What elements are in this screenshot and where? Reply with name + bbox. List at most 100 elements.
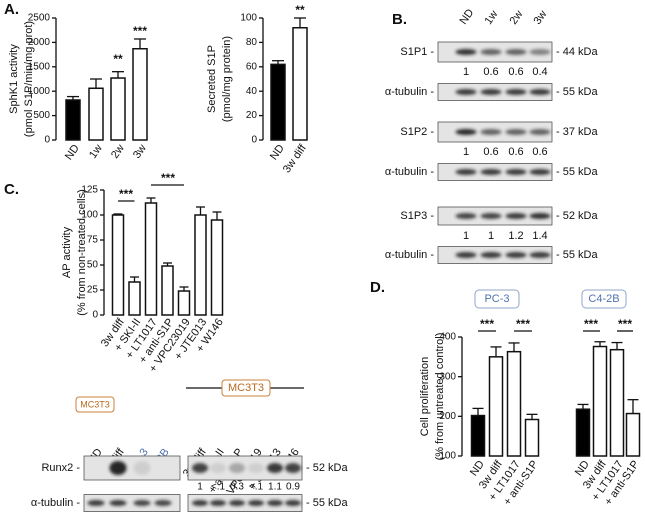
bar xyxy=(292,27,308,141)
quantification: 0.4 xyxy=(532,66,547,78)
band xyxy=(480,129,502,135)
quantification: 1 xyxy=(463,66,469,78)
band xyxy=(480,49,502,55)
y-axis-label: SphK1 activity xyxy=(8,44,20,114)
x-tick-label: ND xyxy=(63,142,82,162)
bar xyxy=(132,47,148,141)
bar xyxy=(524,418,540,457)
band xyxy=(455,213,477,219)
band xyxy=(192,500,208,506)
band xyxy=(109,500,127,506)
cell-line-box xyxy=(75,396,115,413)
quantification: 1 xyxy=(463,230,469,242)
row-label: S1P3 - xyxy=(400,210,434,222)
y-tick-label: 200 xyxy=(439,411,456,422)
bar xyxy=(592,345,608,457)
y-tick-label: 60 xyxy=(246,61,258,72)
y-tick-label: 100 xyxy=(81,210,98,221)
y-tick-label: 100 xyxy=(439,451,456,462)
y-axis-label: (% from untreated control) xyxy=(434,333,446,461)
quantification: <.1 xyxy=(211,482,226,493)
size-label: - 52 kDa xyxy=(556,210,598,222)
significance: *** xyxy=(133,24,147,38)
quantification: 0.6 xyxy=(508,146,523,158)
y-tick-label: 1000 xyxy=(28,86,51,97)
size-label: - 37 kDa xyxy=(556,126,598,138)
band xyxy=(109,461,127,475)
bar xyxy=(110,77,126,141)
quantification: 0.3 xyxy=(230,482,244,493)
row-label: Runx2 - xyxy=(41,462,80,474)
quantification: 0.9 xyxy=(286,482,300,493)
bar xyxy=(144,202,158,316)
band xyxy=(505,169,527,175)
band xyxy=(455,169,477,175)
cell-line-box xyxy=(221,379,271,397)
band xyxy=(505,252,527,258)
lane-label: 2w xyxy=(507,8,525,26)
y-tick-label: 0 xyxy=(92,310,98,321)
size-label: - 55 kDa xyxy=(556,249,598,261)
y-tick-label: 80 xyxy=(246,37,258,48)
lane-label: ND xyxy=(457,7,476,27)
quantification: 0.6 xyxy=(483,66,498,78)
bar xyxy=(65,99,81,141)
band xyxy=(229,500,245,506)
row-label: α-tubulin - xyxy=(385,166,434,178)
band xyxy=(285,463,301,473)
y-tick-label: 400 xyxy=(439,332,456,343)
group-box xyxy=(474,289,520,309)
band xyxy=(529,129,551,135)
row-label: S1P2 - xyxy=(400,126,434,138)
band xyxy=(248,500,264,506)
band xyxy=(87,500,105,506)
size-label: - 55 kDa xyxy=(306,497,348,509)
row-label: α-tubulin - xyxy=(385,249,434,261)
band xyxy=(480,89,502,95)
y-axis-label: (% from non-treated cells) xyxy=(76,189,88,316)
band xyxy=(505,49,527,55)
bar xyxy=(470,414,486,457)
bar xyxy=(194,214,207,316)
size-label: - 55 kDa xyxy=(556,166,598,178)
quantification: <.1 xyxy=(249,482,264,493)
blot xyxy=(83,455,181,481)
quantification: 1.1 xyxy=(268,482,282,493)
panel-label: B. xyxy=(392,11,407,28)
x-tick-label: 2w xyxy=(109,142,127,160)
y-tick-label: 0 xyxy=(251,135,257,146)
cell-line-label: MC3T3 xyxy=(228,382,264,394)
band xyxy=(529,49,551,55)
y-tick-label: 25 xyxy=(87,285,99,296)
bar xyxy=(609,348,625,457)
significance: *** xyxy=(618,317,632,331)
bar xyxy=(128,281,141,316)
band xyxy=(267,500,283,506)
band xyxy=(210,500,226,506)
band xyxy=(285,500,301,506)
quantification: 1.2 xyxy=(508,230,523,242)
band xyxy=(210,463,226,473)
band xyxy=(154,500,172,506)
bar xyxy=(111,214,125,316)
significance: ** xyxy=(113,52,123,66)
bar xyxy=(488,356,504,457)
y-axis-label: (pmol/mg protein) xyxy=(221,36,233,122)
lane-label: 1w xyxy=(482,8,500,26)
size-label: - 52 kDa xyxy=(306,462,348,474)
bar xyxy=(88,87,104,141)
y-tick-label: 2500 xyxy=(28,13,51,24)
band xyxy=(455,129,477,135)
band xyxy=(455,89,477,95)
band xyxy=(133,461,151,475)
x-tick-label: 1w xyxy=(87,142,105,160)
quantification: 0.6 xyxy=(508,66,523,78)
bar xyxy=(506,350,522,457)
significance: *** xyxy=(480,317,494,331)
band xyxy=(529,213,551,219)
quantification: 0.6 xyxy=(483,146,498,158)
y-tick-label: 20 xyxy=(246,110,258,121)
y-tick-label: 0 xyxy=(44,135,50,146)
group-box xyxy=(581,289,627,309)
